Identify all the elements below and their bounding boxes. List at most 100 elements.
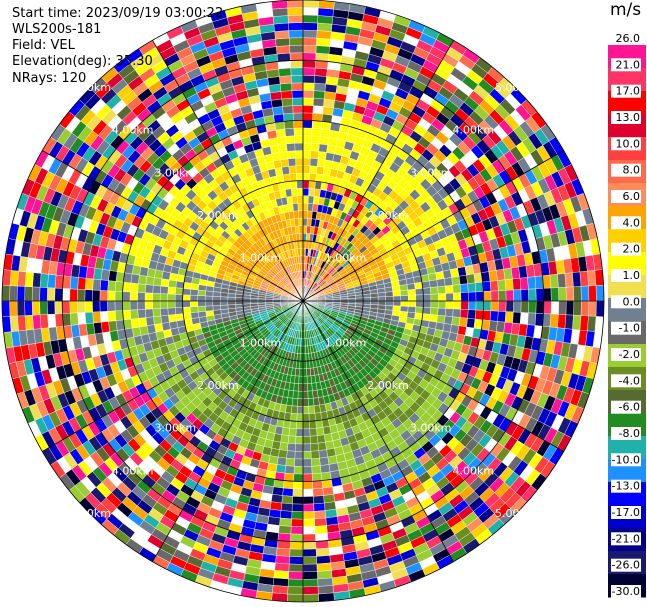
velocity-gate (259, 138, 271, 149)
velocity-gate (298, 375, 304, 384)
velocity-gate (482, 310, 492, 321)
velocity-gate (445, 300, 454, 310)
velocity-gate (290, 526, 304, 535)
velocity-gate (294, 225, 300, 234)
colorbar-tick-label: -13.0 (612, 480, 640, 493)
velocity-gate (407, 306, 416, 313)
colorbar: 26.021.017.013.010.08.06.04.02.01.00.0-1… (608, 22, 646, 598)
velocity-gate (198, 311, 207, 318)
velocity-gate (302, 75, 315, 84)
velocity-gate (320, 464, 331, 474)
velocity-gate (319, 136, 330, 146)
velocity-gate (107, 300, 116, 312)
velocity-gate (197, 300, 206, 307)
velocity-gate (122, 291, 131, 302)
velocity-gate (302, 127, 313, 136)
velocity-gate (272, 486, 284, 496)
velocity-gate (294, 142, 304, 151)
velocity-gate (580, 300, 590, 317)
velocity-gate (298, 218, 304, 227)
velocity-gate (557, 314, 567, 329)
velocity-gate (430, 307, 439, 316)
velocity-gate (1, 285, 11, 302)
velocity-gate (520, 289, 529, 302)
velocity-gate (294, 443, 304, 452)
velocity-gate (302, 413, 310, 422)
velocity-gate (175, 313, 185, 322)
velocity-gate (445, 292, 454, 302)
velocity-gate (69, 312, 79, 326)
velocity-gate (290, 533, 304, 542)
colorbar-tick-label: 8.0 (623, 164, 641, 177)
velocity-gate (316, 166, 325, 175)
range-ring-label: 4.00km (112, 124, 154, 137)
velocity-gate (429, 314, 438, 323)
range-ring-label: 5.00km (495, 81, 537, 94)
velocity-gate (314, 75, 327, 85)
colorbar-tick-bg (611, 295, 641, 309)
velocity-gate (137, 283, 147, 293)
velocity-gate (296, 413, 304, 422)
velocity-gate (114, 300, 123, 312)
velocity-gate (32, 272, 42, 288)
velocity-gate (167, 293, 176, 302)
velocity-gate (62, 313, 72, 327)
velocity-gate (107, 280, 117, 292)
range-ring-label: 1.00km (240, 337, 282, 350)
velocity-gate (285, 135, 295, 145)
velocity-gate (288, 571, 304, 580)
velocity-gate (415, 300, 424, 308)
range-ring-labels: 1.00km1.00km1.00km1.00km2.00km2.00km2.00… (69, 81, 536, 520)
velocity-gate (437, 285, 446, 295)
colorbar-tick-bg (611, 585, 641, 598)
velocity-gate (295, 157, 304, 166)
velocity-gate (107, 310, 117, 322)
velocity-gate (513, 289, 522, 302)
velocity-gate (323, 433, 333, 443)
velocity-gate (69, 288, 78, 302)
velocity-gate (316, 427, 325, 436)
velocity-gate (302, 398, 309, 407)
velocity-gate (322, 425, 332, 435)
velocity-gate (137, 309, 147, 319)
velocity-gate (286, 450, 296, 459)
velocity-gate (298, 210, 304, 219)
velocity-gate (296, 240, 301, 249)
velocity-gate (423, 300, 432, 308)
velocity-gate (290, 180, 298, 189)
velocity-gate (168, 279, 177, 288)
colorbar-tick-bg (611, 532, 641, 546)
colorbar-tick-label: -26.0 (612, 559, 640, 572)
velocity-gate (460, 292, 469, 302)
velocity-gate (69, 300, 78, 314)
velocity-gate (109, 330, 120, 342)
velocity-gate (283, 181, 292, 190)
velocity-gate (302, 518, 315, 527)
velocity-gate (108, 270, 118, 282)
velocity-gate (307, 383, 313, 392)
velocity-gate (9, 300, 18, 317)
velocity-gate (421, 280, 431, 289)
velocity-gate (408, 294, 417, 302)
range-ring-label: 1.00km (325, 251, 367, 264)
velocity-gate (318, 143, 328, 153)
velocity-gate (302, 503, 315, 512)
velocity-gate (512, 277, 522, 291)
velocity-gate (312, 487, 324, 497)
velocity-gate (400, 295, 409, 302)
velocity-gate (399, 284, 408, 291)
velocity-gate (278, 449, 288, 459)
velocity-gate (287, 0, 304, 9)
velocity-gate (62, 275, 72, 289)
velocity-gate (281, 495, 293, 505)
colorbar-tick-bg (611, 269, 641, 282)
velocity-gate (17, 270, 27, 287)
velocity-gate (40, 259, 51, 275)
velocity-gate (550, 287, 560, 302)
velocity-gate (302, 90, 315, 99)
azimuth-lines (2, 0, 604, 602)
velocity-gate (275, 37, 290, 47)
velocity-gate (444, 277, 453, 287)
velocity-gate (84, 289, 93, 302)
velocity-gate (322, 486, 334, 496)
